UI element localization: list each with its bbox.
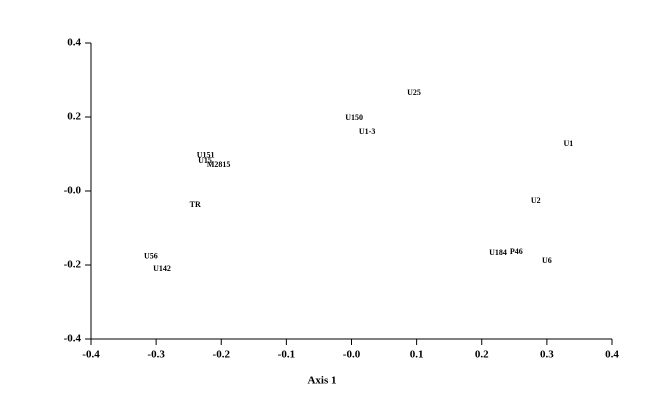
x-tick-label: 0.2 [475, 349, 489, 361]
point-label: TR [190, 200, 201, 209]
point-label: P46 [510, 247, 523, 256]
y-tick-label: -0.4 [64, 333, 82, 345]
point-label: U25 [407, 88, 421, 97]
point-label: U6 [542, 256, 552, 265]
point-label: U150 [345, 113, 363, 122]
x-tick-label: 0.1 [410, 349, 424, 361]
point-label: U1 [563, 139, 573, 148]
point-label: U56 [144, 252, 158, 261]
point-label: U1-3 [359, 127, 375, 136]
point-label: U15 [198, 156, 212, 165]
y-tick-label: -0.0 [64, 185, 82, 197]
y-tick-label: 0.2 [67, 111, 81, 123]
x-tick-label: -0.4 [82, 349, 100, 361]
point-label: U151 [197, 151, 215, 160]
y-tick-label: -0.2 [64, 259, 82, 271]
point-label: M2815 [207, 160, 231, 169]
x-tick-label: -0.2 [213, 349, 231, 361]
x-tick-label: -0.0 [343, 349, 361, 361]
y-tick-label: 0.4 [67, 37, 81, 49]
point-label: U184 [489, 248, 507, 257]
x-tick-label: 0.3 [540, 349, 554, 361]
x-tick-label: 0.4 [605, 349, 619, 361]
x-tick-label: -0.1 [278, 349, 295, 361]
x-tick-label: -0.3 [147, 349, 165, 361]
point-label: U2 [531, 196, 541, 205]
x-axis-label: Axis 1 [307, 375, 336, 387]
point-label: U142 [153, 264, 171, 273]
